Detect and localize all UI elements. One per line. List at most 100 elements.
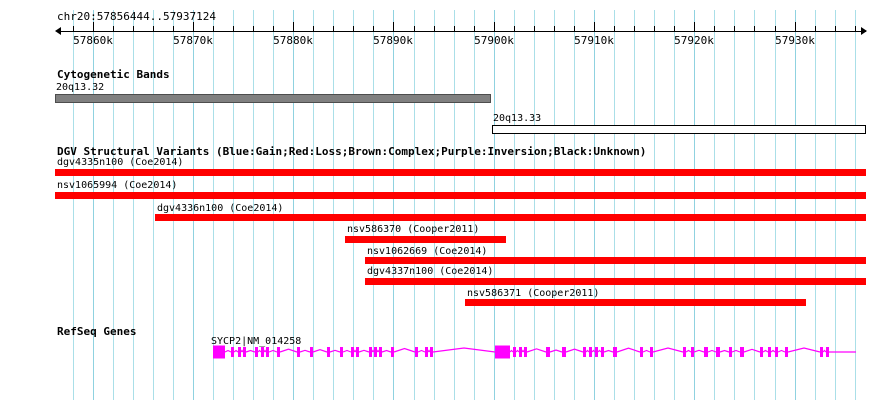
gene-exon[interactable]	[583, 347, 586, 357]
ruler-tick-minor	[474, 26, 475, 32]
dgv-variant-bar[interactable]	[365, 257, 866, 264]
gene-exon[interactable]	[425, 347, 428, 357]
gene-exon[interactable]	[297, 347, 300, 357]
grid-line	[434, 10, 435, 400]
gene-exon[interactable]	[768, 347, 771, 357]
gene-exon[interactable]	[430, 347, 433, 357]
gene-exon[interactable]	[310, 347, 313, 357]
gene-exon[interactable]	[243, 347, 246, 357]
ruler-tick-major	[795, 22, 796, 32]
gene-exon[interactable]	[495, 345, 510, 359]
grid-line	[815, 10, 816, 400]
gene-exon[interactable]	[716, 347, 720, 357]
gene-exon[interactable]	[524, 347, 527, 357]
right-arrow-icon[interactable]	[861, 27, 867, 35]
grid-line	[674, 10, 675, 400]
gene-exon[interactable]	[255, 347, 258, 357]
ruler-tick-minor	[775, 26, 776, 32]
ruler-tick-minor	[734, 26, 735, 32]
gene-exon[interactable]	[704, 347, 708, 357]
gene-exon[interactable]	[775, 347, 778, 357]
ruler-tick-minor	[754, 26, 755, 32]
gene-exon[interactable]	[351, 347, 354, 357]
gene-exon[interactable]	[613, 347, 617, 357]
dgv-variant-bar[interactable]	[55, 169, 866, 176]
dgv-variant-bar[interactable]	[55, 192, 866, 199]
grid-line	[534, 10, 535, 400]
ruler-tick-label: 57900k	[474, 34, 514, 47]
ruler-tick-major	[393, 22, 394, 32]
ruler-tick-minor	[714, 26, 715, 32]
grid-line	[855, 10, 856, 400]
ruler-tick-minor	[173, 26, 174, 32]
ruler-tick-minor	[835, 26, 836, 32]
gene-exon[interactable]	[820, 347, 823, 357]
ruler-tick-major	[293, 22, 294, 32]
dgv-variant-bar[interactable]	[365, 278, 866, 285]
ruler-tick-minor	[815, 26, 816, 32]
gene-exon[interactable]	[261, 347, 264, 357]
gene-exon[interactable]	[826, 347, 829, 357]
gene-exon[interactable]	[683, 347, 686, 357]
grid-line	[514, 10, 515, 400]
gene-exon[interactable]	[231, 347, 234, 357]
gene-exon[interactable]	[729, 347, 732, 357]
gene-exon[interactable]	[213, 345, 225, 359]
gene-exon[interactable]	[785, 347, 788, 357]
gene-exon[interactable]	[415, 347, 418, 357]
ruler-tick-minor	[333, 26, 334, 32]
ruler-tick-major	[694, 22, 695, 32]
grid-line	[594, 10, 595, 400]
gene-exon[interactable]	[266, 347, 269, 357]
gene-exon[interactable]	[340, 347, 343, 357]
grid-line	[734, 10, 735, 400]
dgv-variant-bar[interactable]	[345, 236, 506, 243]
cytoband-bar[interactable]	[55, 94, 491, 103]
gene-exon[interactable]	[513, 347, 516, 357]
dgv-variant-label: dgv4336n100 (Coe2014)	[157, 203, 284, 214]
gene-exon[interactable]	[374, 347, 377, 357]
gene-exon[interactable]	[601, 347, 604, 357]
gene-exon[interactable]	[562, 347, 566, 357]
ruler-tick-minor	[313, 26, 314, 32]
gene-exon[interactable]	[356, 347, 359, 357]
gene-exon[interactable]	[327, 347, 330, 357]
dgv-variant-label: nsv586370 (Cooper2011)	[347, 224, 480, 235]
gene-exon[interactable]	[546, 347, 550, 357]
ruler-tick-label: 57890k	[373, 34, 413, 47]
grid-line	[634, 10, 635, 400]
gene-exon[interactable]	[650, 347, 653, 357]
grid-line	[293, 10, 294, 400]
ruler-tick-label: 57920k	[674, 34, 714, 47]
ruler-tick-minor	[213, 26, 214, 32]
ruler-tick-major	[594, 22, 595, 32]
gene-exon[interactable]	[740, 347, 744, 357]
gene-exon[interactable]	[277, 347, 280, 357]
dgv-variant-label: nsv1065994 (Coe2014)	[57, 180, 178, 191]
gene-exon[interactable]	[519, 347, 522, 357]
gene-exon[interactable]	[589, 347, 592, 357]
dgv-variant-bar[interactable]	[465, 299, 806, 306]
gene-exon[interactable]	[595, 347, 598, 357]
gene-exon[interactable]	[238, 347, 241, 357]
gene-exon[interactable]	[391, 347, 394, 357]
cytoband-bar[interactable]	[492, 125, 866, 134]
gene-exon[interactable]	[760, 347, 763, 357]
dgv-variant-bar[interactable]	[155, 214, 866, 221]
ruler-tick-minor	[253, 26, 254, 32]
cytoband-label: 20q13.32	[56, 82, 105, 93]
ruler-tick-major	[494, 22, 495, 32]
gene-exon[interactable]	[379, 347, 382, 357]
grid-line	[835, 10, 836, 400]
grid-line	[754, 10, 755, 400]
ruler-tick-minor	[634, 26, 635, 32]
left-arrow-icon[interactable]	[55, 27, 61, 35]
gene-exon[interactable]	[369, 347, 372, 357]
ruler-tick-major	[193, 22, 194, 32]
grid-line	[795, 10, 796, 400]
grid-line	[614, 10, 615, 400]
gene-exon[interactable]	[640, 347, 643, 357]
gene-exon[interactable]	[691, 347, 694, 357]
